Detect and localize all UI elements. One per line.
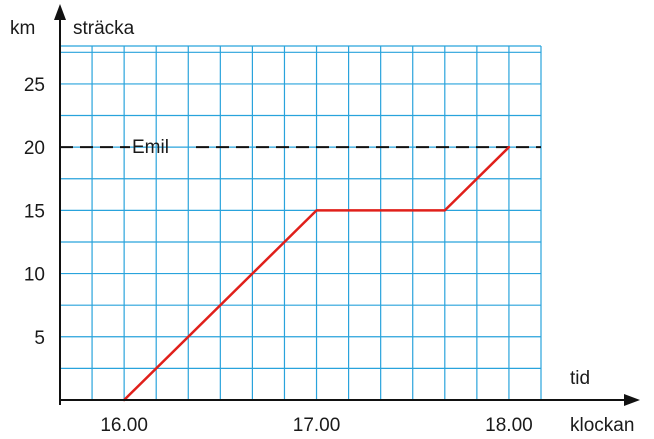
reference-lines: Emil: [60, 137, 541, 158]
y-tick-label: 10: [24, 265, 45, 286]
axis-labels: km sträcka tid klockan: [10, 18, 634, 436]
y-axis-arrow-icon: [54, 4, 66, 20]
x-tick-label: 17.00: [293, 415, 341, 436]
x-axis-secondary-label: klockan: [570, 415, 634, 436]
axes: [54, 4, 640, 406]
y-axis-unit: km: [10, 18, 35, 39]
series-line: [122, 145, 511, 402]
x-tick-label: 18.00: [485, 415, 533, 436]
y-tick-label: 20: [24, 138, 45, 159]
y-tick-label: 25: [24, 75, 45, 96]
y-axis-label: sträcka: [73, 18, 135, 39]
x-axis-label: tid: [570, 368, 590, 389]
y-tick-label: 15: [24, 201, 45, 222]
reference-line-label: Emil: [132, 137, 169, 158]
grid: [60, 45, 542, 400]
y-tick-label: 5: [34, 328, 45, 349]
tick-labels: 5 10 15 20 25 16.00 17.00 18.00: [24, 75, 533, 436]
x-axis-arrow-icon: [624, 394, 640, 406]
x-tick-label: 16.00: [100, 415, 148, 436]
